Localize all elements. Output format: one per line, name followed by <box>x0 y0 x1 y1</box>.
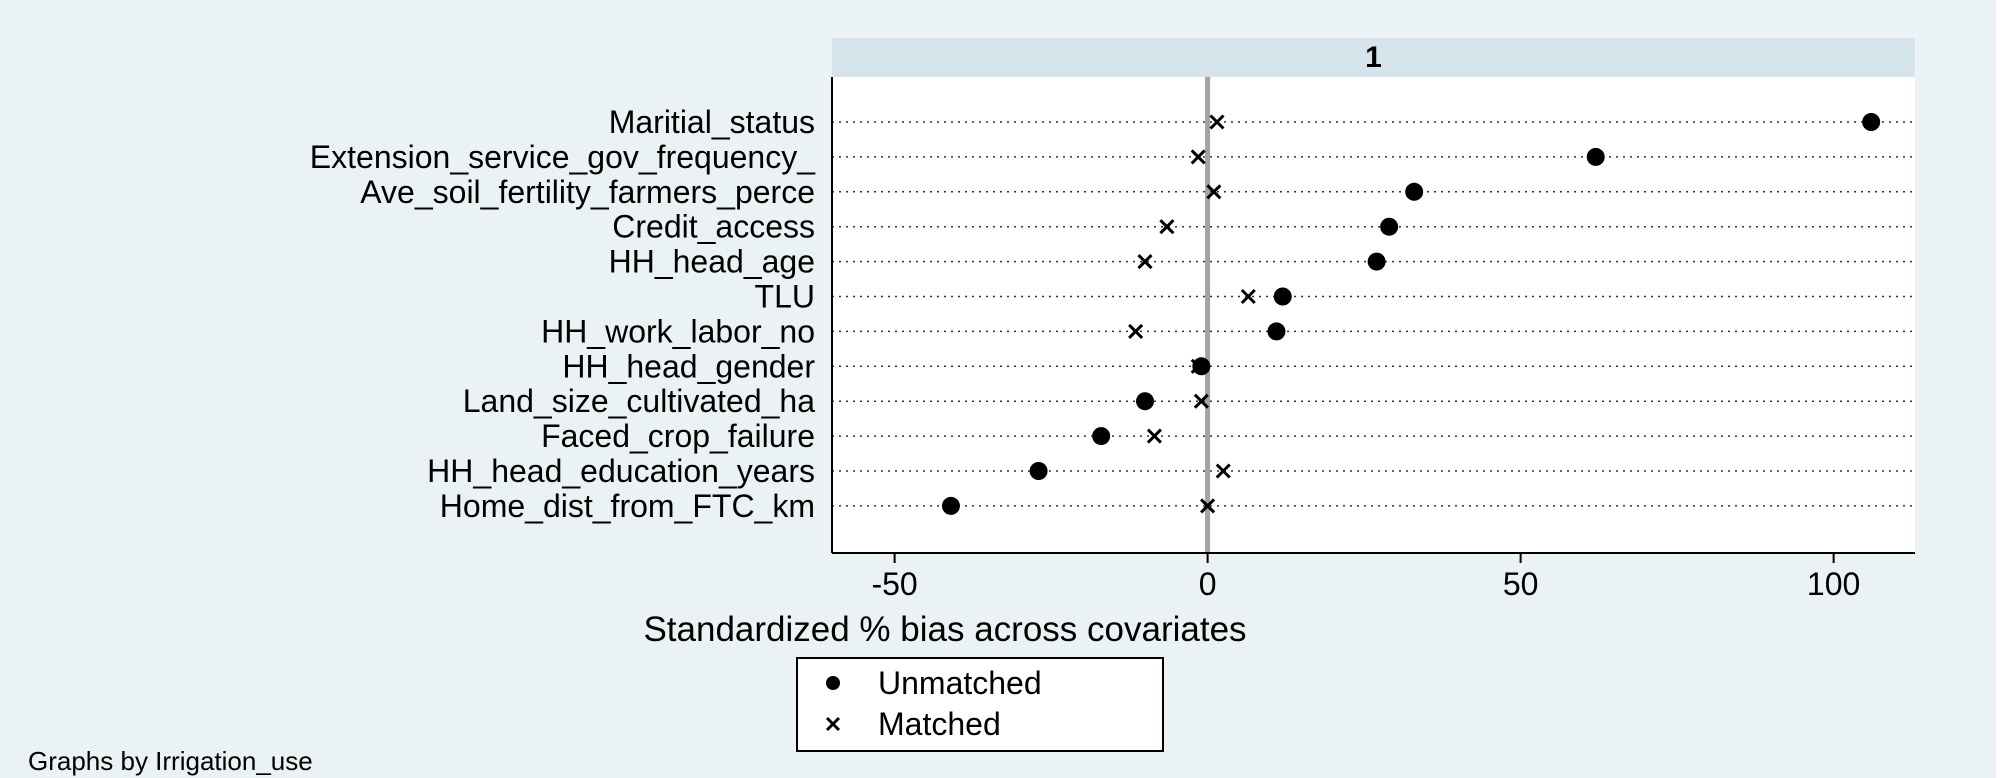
matched-point <box>1137 254 1153 270</box>
matched-point <box>1215 463 1231 479</box>
matched-point <box>1200 498 1216 514</box>
covariate-label: TLU <box>755 279 815 315</box>
unmatched-point <box>1273 287 1292 306</box>
covariate-label: HH_work_labor_no <box>541 313 815 349</box>
matched-point <box>1146 428 1162 444</box>
unmatched-point <box>1586 147 1605 166</box>
covariate-label: HH_head_age <box>609 244 815 280</box>
unmatched-point <box>1380 217 1399 236</box>
covariate-label: HH_head_education_years <box>427 453 815 489</box>
matched-point <box>1159 219 1175 235</box>
legend-label: Unmatched <box>878 665 1042 701</box>
unmatched-point <box>1192 357 1211 376</box>
legend-box <box>796 657 1164 752</box>
covariate-label: Credit_access <box>612 209 815 245</box>
matched-point <box>1209 114 1225 130</box>
x-tick-label: 50 <box>1503 566 1539 602</box>
unmatched-point <box>1367 252 1386 271</box>
matched-point <box>1206 184 1222 200</box>
unmatched-point <box>941 496 960 515</box>
unmatched-point <box>1136 392 1155 411</box>
legend-unmatched-marker <box>826 676 840 690</box>
covariate-label: Home_dist_from_FTC_km <box>440 488 815 524</box>
panel-strip <box>832 38 1915 77</box>
x-tick-label: -50 <box>871 566 917 602</box>
covariate-label: Ave_soil_fertility_farmers_perce <box>360 174 815 210</box>
panel-title: 1 <box>1365 41 1382 74</box>
unmatched-point <box>1405 182 1424 201</box>
matched-point <box>1128 323 1144 339</box>
covariate-label: Extension_service_gov_frequency_ <box>310 139 816 175</box>
unmatched-point <box>1029 462 1048 480</box>
legend-matched-marker <box>825 716 841 732</box>
legend-label: Matched <box>878 706 1001 742</box>
covariate-label: Faced_crop_failure <box>541 418 815 454</box>
x-axis-title: Standardized % bias across covariates <box>643 610 1246 649</box>
covariate-label: Maritial_status <box>609 104 815 140</box>
unmatched-point <box>1267 322 1286 341</box>
x-tick-label: 0 <box>1199 566 1217 602</box>
unmatched-point <box>1862 113 1881 131</box>
covariate-label: HH_head_gender <box>562 348 815 384</box>
matched-point <box>1190 149 1206 165</box>
x-tick-label: 100 <box>1807 566 1860 602</box>
covariate-label: Land_size_cultivated_ha <box>463 383 815 419</box>
matched-point <box>1193 393 1209 409</box>
matched-point <box>1190 358 1206 374</box>
graphs-by-note: Graphs by Irrigation_use <box>28 746 313 776</box>
matched-point <box>1240 288 1256 305</box>
unmatched-point <box>1092 427 1111 446</box>
plot-area <box>832 77 1915 553</box>
